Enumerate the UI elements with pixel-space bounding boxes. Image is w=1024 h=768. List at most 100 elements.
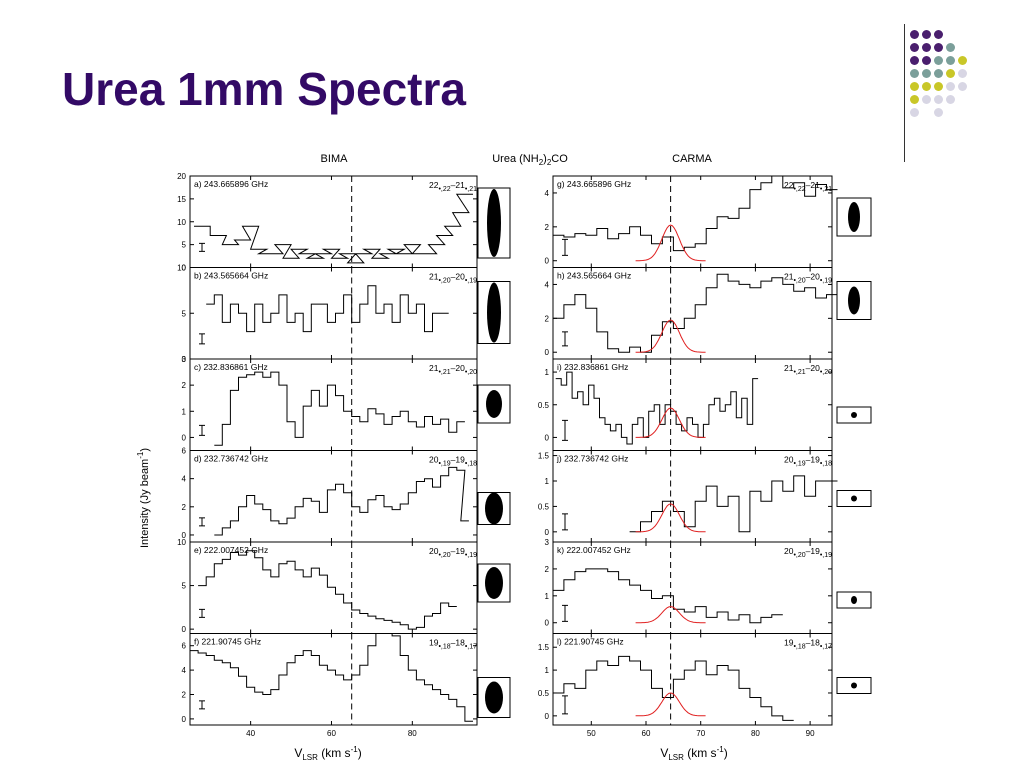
transition-label: 20•,20–19•,19 xyxy=(784,546,832,559)
y-axis-label: Intensity (Jy beam-1) xyxy=(136,448,151,548)
y-tick-label: 5 xyxy=(182,309,187,318)
y-tick-label: 2 xyxy=(182,503,187,512)
decor-dot xyxy=(910,43,919,52)
y-tick-label: 4 xyxy=(545,189,550,198)
transition-label: 19•,18–18•,17 xyxy=(429,638,477,651)
transition-label: 21•,20–20•,19 xyxy=(429,272,477,285)
decor-dot xyxy=(934,30,943,39)
x-axis-label-bima: VLSR (km s-1) xyxy=(294,745,361,762)
frequency-label: c) 232.836861 GHz xyxy=(194,362,268,372)
panel-h: 0 2 4 h) 243.565664 GHz 21•,20–20•,19 xyxy=(545,267,872,360)
beam-ellipse xyxy=(851,495,857,502)
y-tick-label: 0 xyxy=(545,348,550,357)
spectrum-line xyxy=(553,655,794,721)
panel-g: 0 2 4 g) 243.665896 GHz 22•,22–21•,21 xyxy=(545,175,872,268)
frequency-label: i) 232.836861 GHz xyxy=(557,362,628,372)
decor-dot xyxy=(910,82,919,91)
decor-dot xyxy=(946,69,955,78)
gaussian-fit xyxy=(635,224,706,262)
gaussian-fit xyxy=(635,606,706,624)
y-tick-label: 1 xyxy=(545,477,550,486)
transition-label: 21•,21–20•,20 xyxy=(784,363,832,376)
y-tick-label: 6 xyxy=(182,642,187,651)
decor-dot xyxy=(946,82,955,91)
y-tick-label: 1.5 xyxy=(538,452,550,461)
y-tick-label: 0 xyxy=(182,531,187,540)
heading-molecule: Urea (NH2)2CO xyxy=(492,153,568,167)
beam-ellipse xyxy=(487,282,501,343)
spectrum-line xyxy=(198,550,457,630)
decor-dot xyxy=(958,69,967,78)
frequency-label: k) 222.007452 GHz xyxy=(557,545,631,555)
spectrum-line xyxy=(206,285,449,333)
frequency-label: d) 232.736742 GHz xyxy=(194,454,268,464)
frequency-label: a) 243.665896 GHz xyxy=(194,179,268,189)
decor-dot xyxy=(946,56,955,65)
frequency-label: j) 232.736742 GHz xyxy=(556,454,628,464)
frequency-label: b) 243.565664 GHz xyxy=(194,271,268,281)
beam-ellipse xyxy=(485,492,503,525)
y-tick-label: 2 xyxy=(545,223,550,232)
x-tick-label: 50 xyxy=(587,729,596,738)
transition-label: 22•,22–21•,21 xyxy=(429,180,477,193)
frequency-label: g) 243.665896 GHz xyxy=(557,179,631,189)
transition-label: 20•,19–19•,18 xyxy=(429,455,477,468)
decor-dot xyxy=(910,30,919,39)
y-tick-label: 4 xyxy=(182,666,187,675)
decor-dot xyxy=(922,82,931,91)
y-tick-label: 0 xyxy=(545,257,550,266)
decor-dot xyxy=(922,69,931,78)
x-tick-label: 60 xyxy=(642,729,651,738)
transition-label: 21•,21–20•,20 xyxy=(429,363,477,376)
y-tick-label: 0.5 xyxy=(538,401,550,410)
decor-dot xyxy=(958,82,967,91)
frequency-label: e) 222.007452 GHz xyxy=(194,545,268,555)
y-tick-label: 2 xyxy=(545,314,550,323)
y-tick-label: 1.5 xyxy=(538,643,550,652)
spectrum-line xyxy=(553,175,838,252)
transition-label: 19•,18–18•,17 xyxy=(784,638,832,651)
decor-dot xyxy=(922,56,931,65)
y-tick-label: 0 xyxy=(545,619,550,628)
x-tick-label: 80 xyxy=(751,729,760,738)
x-tick-label: 90 xyxy=(806,729,815,738)
decor-dot xyxy=(910,108,919,117)
y-tick-label: 1 xyxy=(545,592,550,601)
spectrum-line xyxy=(214,466,469,536)
y-tick-label: 1 xyxy=(545,666,550,675)
spectrum-line xyxy=(190,633,473,722)
y-tick-label: 20 xyxy=(177,172,186,181)
beam-ellipse xyxy=(486,390,502,418)
beam-ellipse xyxy=(851,682,857,689)
decor-dot xyxy=(910,95,919,104)
beam-ellipse xyxy=(485,567,503,599)
spectrum-line xyxy=(194,193,473,264)
transition-label: 22•,22–21•,21 xyxy=(784,180,832,193)
y-tick-label: 0 xyxy=(545,433,550,442)
frequency-label: f) 221.90745 GHz xyxy=(194,637,261,647)
decor-dot xyxy=(934,108,943,117)
y-tick-label: 0.5 xyxy=(538,502,550,511)
gaussian-fit xyxy=(635,407,706,438)
panel-i: 0 0.5 1 i) 232.836861 GHz 21•,21–20•,20 xyxy=(538,358,872,451)
decor-dot-grid xyxy=(910,30,980,130)
panel-d: 0 2 4 6 d) 232.736742 GHz 20•,19–19•,18 xyxy=(182,447,511,543)
heading-carma: CARMA xyxy=(672,153,712,165)
beam-ellipse xyxy=(848,286,860,315)
decor-dot xyxy=(934,82,943,91)
y-tick-label: 10 xyxy=(177,218,186,227)
beam-ellipse xyxy=(487,189,501,257)
y-tick-label: 0 xyxy=(545,712,550,721)
transition-label: 20•,20–19•,19 xyxy=(429,546,477,559)
decor-dot xyxy=(946,43,955,52)
panel-k: 0 1 2 3 k) 222.007452 GHz 20•,20–19•,19 xyxy=(545,538,872,634)
x-tick-label: 70 xyxy=(696,729,705,738)
y-tick-label: 0 xyxy=(182,625,187,634)
decor-dot xyxy=(958,56,967,65)
y-tick-label: 15 xyxy=(177,195,186,204)
transition-label: 20•,19–19•,18 xyxy=(784,455,832,468)
decor-dot xyxy=(922,43,931,52)
y-tick-label: 6 xyxy=(182,447,187,456)
panel-j: 0 0.5 1 1.5 j) 232.736742 GHz 20•,19–19•,18 xyxy=(538,450,872,543)
